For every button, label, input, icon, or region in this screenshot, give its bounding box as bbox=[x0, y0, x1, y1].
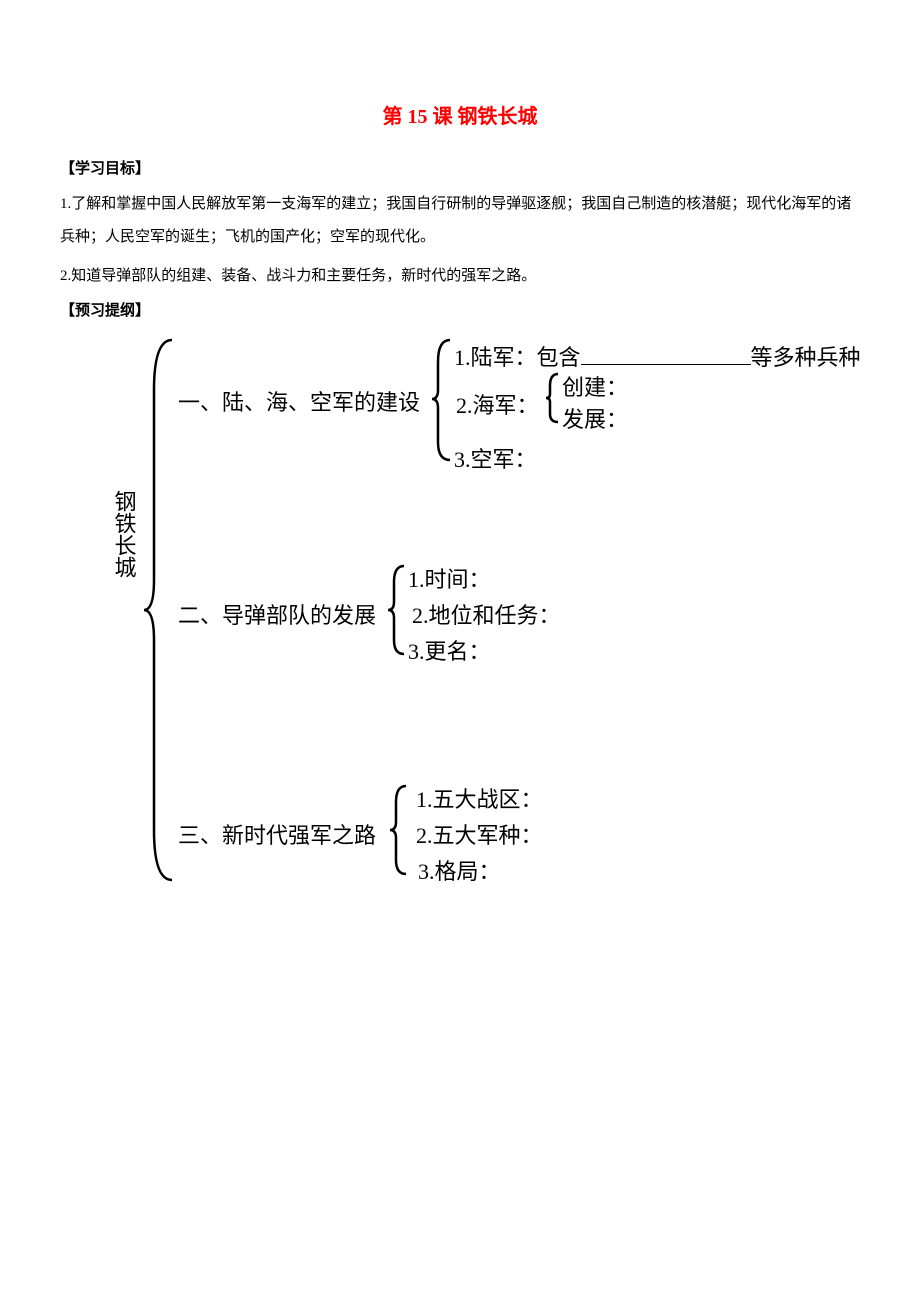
objective-1: 1.了解和掌握中国人民解放军第一支海军的建立；我国自行研制的导弹驱逐舰；我国自己… bbox=[60, 188, 860, 254]
brace-s1 bbox=[430, 332, 456, 467]
s1-item3: 3.空军： bbox=[454, 442, 537, 474]
s1-item2b: 发展： bbox=[562, 402, 628, 434]
s3-item1: 1.五大战区： bbox=[416, 782, 543, 814]
brace-s2 bbox=[386, 560, 410, 660]
brace-s1-navy bbox=[544, 368, 564, 428]
lesson-title: 第 15 课 钢铁长城 bbox=[60, 100, 860, 129]
s1-item1: 1.陆军：包含 等多种兵种 bbox=[454, 340, 861, 372]
s1-item1-b: 等多种兵种 bbox=[751, 345, 861, 370]
outline-heading: 【预习提纲】 bbox=[60, 299, 860, 320]
s1-item2: 2.海军： bbox=[456, 388, 539, 420]
brace-root bbox=[142, 330, 182, 890]
section1-title: 一、陆、海、空军的建设 bbox=[178, 385, 420, 417]
outline-diagram: 钢铁长城 一、陆、海、空军的建设 1.陆军：包含等多种兵种 2.海军： 创建： … bbox=[60, 330, 860, 950]
page: 第 15 课 钢铁长城 【学习目标】 1.了解和掌握中国人民解放军第一支海军的建… bbox=[0, 0, 920, 1010]
root-label: 钢铁长城 bbox=[110, 490, 138, 578]
s3-item3: 3.格局： bbox=[418, 854, 501, 886]
section2-title: 二、导弹部队的发展 bbox=[178, 598, 376, 630]
s3-item2: 2.五大军种： bbox=[416, 818, 543, 850]
objectives-heading: 【学习目标】 bbox=[60, 157, 860, 178]
section3-title: 三、新时代强军之路 bbox=[178, 818, 376, 850]
s1-item1-a: 1.陆军：包含 bbox=[454, 345, 581, 370]
s1-item2a: 创建： bbox=[562, 370, 628, 402]
s2-item3: 3.更名： bbox=[408, 634, 491, 666]
brace-s3 bbox=[388, 780, 412, 880]
s2-item1: 1.时间： bbox=[408, 562, 491, 594]
s1-blank bbox=[581, 346, 751, 365]
objective-2: 2.知道导弹部队的组建、装备、战斗力和主要任务，新时代的强军之路。 bbox=[60, 260, 860, 293]
s2-item2: 2.地位和任务： bbox=[412, 598, 561, 630]
